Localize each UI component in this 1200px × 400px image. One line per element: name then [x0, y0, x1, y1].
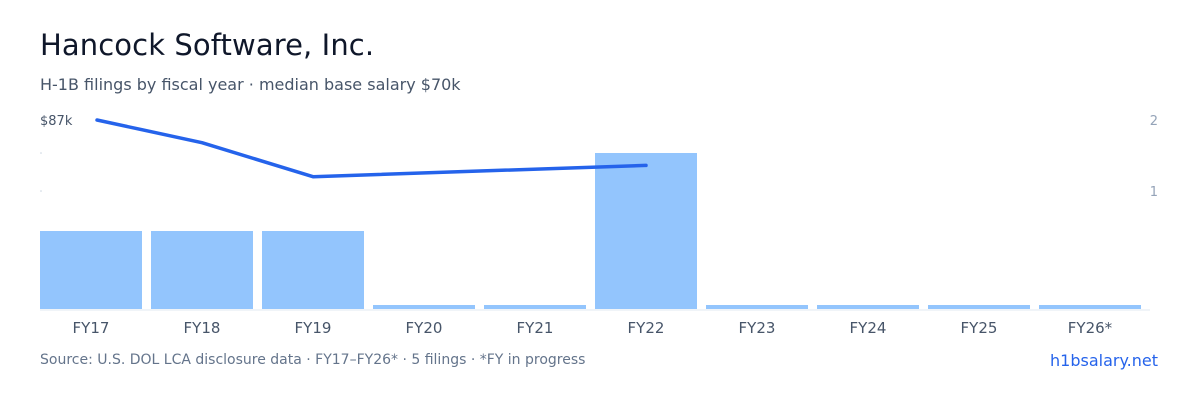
axis-layer: FY17 FY18 FY19 FY20 FY21 FY22 FY23 FY24 FY25 FY26…	[40, 114, 1158, 337]
bar-fy25	[928, 305, 1030, 309]
bars-layer	[40, 153, 1141, 309]
left-axis-tick-mark	[40, 190, 42, 192]
x-tick-label: FY20	[406, 319, 443, 337]
bar-fy19	[262, 231, 364, 309]
bar-fy20	[373, 305, 475, 309]
bar-fy18	[151, 231, 253, 309]
x-tick-label: FY19	[295, 319, 332, 337]
x-tick-label: FY21	[517, 319, 554, 337]
x-tick-label: FY18	[184, 319, 221, 337]
salary-line-layer	[95, 118, 648, 179]
chart-subtitle: H-1B filings by fiscal year · median bas…	[40, 75, 461, 94]
chart: FY17 FY18 FY19 FY20 FY21 FY22 FY23 FY24 FY25 FY26…	[40, 114, 1158, 337]
bar-fy26-partial	[1039, 305, 1141, 309]
bar-fy24	[817, 305, 919, 309]
x-tick-label: FY26*	[1068, 319, 1113, 337]
x-tick-label: FY22	[628, 319, 665, 337]
bar-fy17	[40, 231, 142, 309]
median-salary-line	[95, 118, 648, 179]
bar-fy22	[595, 153, 697, 309]
right-axis-tick-label: 2	[1150, 114, 1158, 129]
x-tick-label: FY24	[850, 319, 887, 337]
left-axis-tick-label: $87k	[40, 114, 73, 129]
bar-fy23	[706, 305, 808, 309]
right-axis-tick-label: 1	[1150, 185, 1158, 200]
x-tick-label: FY23	[739, 319, 776, 337]
bar-fy21	[484, 305, 586, 309]
footer-source: Source: U.S. DOL LCA disclosure data · F…	[40, 352, 586, 368]
brand-link[interactable]: h1bsalary.net	[1050, 351, 1158, 370]
x-tick-label: FY25	[961, 319, 998, 337]
left-axis-tick-mark	[40, 152, 42, 154]
chart-title: Hancock Software, Inc.	[40, 28, 375, 62]
x-tick-label: FY17	[73, 319, 110, 337]
